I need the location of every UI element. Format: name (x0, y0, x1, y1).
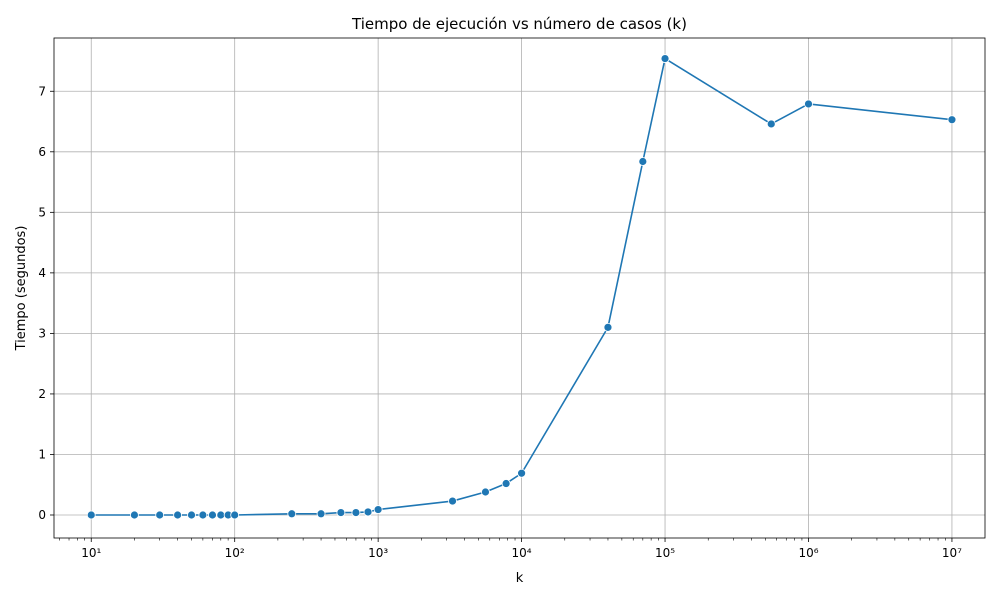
data-point (766, 119, 776, 129)
data-point (947, 115, 957, 125)
points-layer (86, 54, 957, 520)
data-point (638, 157, 648, 166)
y-tick-label: 5 (38, 205, 46, 219)
y-tick-label: 3 (38, 326, 46, 340)
data-point (351, 508, 361, 517)
data-point (448, 496, 457, 506)
data-point (363, 507, 373, 517)
data-point (198, 510, 208, 520)
x-axis-label: k (516, 571, 524, 586)
data-point (481, 487, 490, 497)
data-point (336, 508, 346, 517)
data-point (130, 510, 139, 520)
data-point (208, 510, 217, 520)
x-tick-label: 10⁴ (512, 546, 532, 560)
data-point (603, 322, 613, 332)
data-point (316, 509, 326, 519)
x-tick-label: 10² (225, 546, 245, 560)
x-tick-label: 10⁵ (655, 546, 675, 560)
y-axis-label: Tiempo (segundos) (14, 226, 29, 352)
y-tick-label: 0 (38, 508, 46, 522)
x-tick-label: 10³ (368, 546, 388, 560)
grid (54, 38, 985, 538)
data-point (187, 510, 196, 520)
data-point (804, 99, 813, 109)
data-point (216, 510, 226, 520)
y-tick-label: 4 (38, 266, 46, 280)
chart-title: Tiempo de ejecución vs número de casos (… (351, 15, 687, 33)
data-point (660, 54, 670, 63)
y-tick-label: 1 (38, 447, 46, 461)
x-tick-label: 10¹ (81, 546, 101, 560)
plot-frame (53, 37, 986, 539)
data-point (373, 505, 383, 514)
y-tick-label: 7 (38, 84, 46, 98)
y-tick-label: 6 (38, 145, 46, 159)
y-tick-label: 2 (38, 387, 46, 401)
data-point (86, 510, 96, 520)
data-point (517, 468, 526, 478)
ticks: 10¹ 10² 10³ 10⁴ 10⁵ 10⁶ 10⁷ 0 1 2 3 4 5 6 7 (38, 84, 962, 560)
data-point (155, 510, 165, 520)
x-tick-label: 10⁶ (798, 546, 818, 560)
data-point (287, 509, 297, 519)
data-point (501, 479, 511, 488)
x-tick-label: 10⁷ (942, 546, 962, 560)
data-point (173, 510, 183, 520)
data-point (230, 510, 240, 520)
